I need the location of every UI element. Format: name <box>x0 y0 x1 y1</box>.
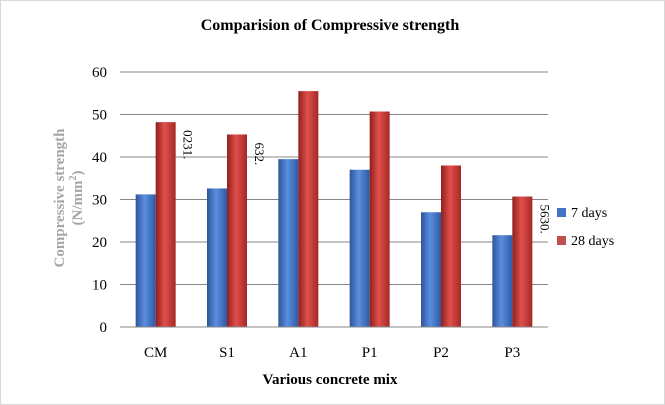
legend-label: 28 days <box>571 234 614 249</box>
x-tick-label: P1 <box>362 345 378 361</box>
y-tick-label: 40 <box>92 150 107 166</box>
y-tick-label: 10 <box>92 278 107 294</box>
bar-28-days-p3 <box>512 197 532 327</box>
bar-28-days-a1 <box>298 91 318 327</box>
bar-annotation: 5630. <box>537 205 552 234</box>
y-tick-label: 0 <box>100 320 108 336</box>
bar-28-days-p2 <box>441 166 461 328</box>
x-tick-label: S1 <box>219 345 235 361</box>
bar-7-days-a1 <box>278 159 298 327</box>
bar-7-days-s1 <box>207 188 227 327</box>
legend-swatch-7-days <box>557 208 566 217</box>
x-tick-label: P2 <box>433 345 449 361</box>
legend-swatch-28-days <box>557 236 566 245</box>
bar-28-days-s1 <box>227 134 247 327</box>
x-tick-label: CM <box>144 345 167 361</box>
y-axis-label-line1: Compressive strength <box>52 128 68 268</box>
x-tick-label: A1 <box>289 345 307 361</box>
bar-7-days-p1 <box>350 170 370 327</box>
y-tick-label: 60 <box>92 65 107 81</box>
bar-7-days-cm <box>136 194 156 327</box>
x-axis-label: Various concrete mix <box>263 372 398 388</box>
y-tick-label: 30 <box>92 193 107 209</box>
bar-annotation: 632. <box>252 142 267 165</box>
bar-7-days-p3 <box>492 235 512 327</box>
bar-annotation: 0231. <box>181 130 196 159</box>
bar-28-days-cm <box>156 122 176 327</box>
legend-label: 7 days <box>571 206 607 221</box>
bar-7-days-p2 <box>421 212 441 327</box>
chart-title: Comparision of Compressive strength <box>201 17 460 34</box>
y-tick-label: 20 <box>92 235 107 251</box>
bar-28-days-p1 <box>370 112 390 327</box>
y-tick-label: 50 <box>92 108 107 124</box>
x-tick-label: P3 <box>504 345 520 361</box>
